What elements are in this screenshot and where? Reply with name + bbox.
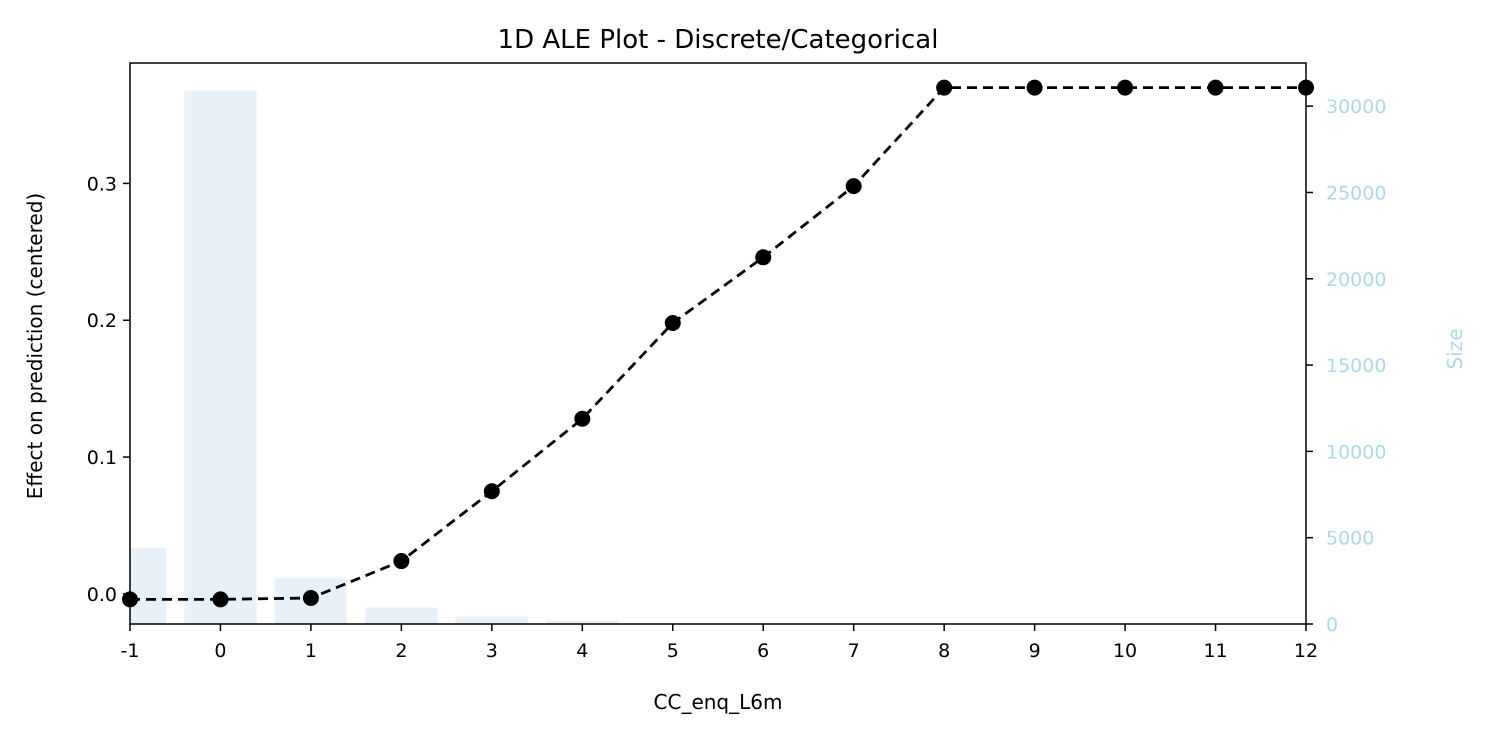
y-axis-right: 0 5000 10000 15000 20000 25000 30000 — [1306, 96, 1386, 636]
ale-point — [755, 249, 772, 266]
y2-tick-label: 30000 — [1326, 96, 1386, 118]
x-tick-label: 4 — [576, 640, 588, 662]
x-tick-label: 11 — [1203, 640, 1227, 662]
x-tick-label: 12 — [1294, 640, 1318, 662]
y2-tick-label: 10000 — [1326, 441, 1386, 463]
size-bar — [130, 548, 167, 624]
y-tick-label: 0.0 — [87, 584, 117, 606]
plot-frame — [129, 62, 1307, 625]
x-axis: -1 0 1 2 3 4 5 6 7 8 9 10 11 12 — [121, 624, 1318, 662]
size-bar — [365, 607, 438, 624]
y-tick-label: 0.3 — [87, 173, 117, 195]
ale-point — [1026, 79, 1043, 96]
ale-point — [483, 483, 500, 500]
x-tick-label: 5 — [667, 640, 679, 662]
ale-point — [1207, 79, 1224, 96]
y2-tick-label: 25000 — [1326, 182, 1386, 204]
ale-point — [212, 591, 229, 608]
x-tick-label: 10 — [1113, 640, 1137, 662]
y-tick-label: 0.1 — [87, 447, 117, 469]
x-tick-label: 9 — [1029, 640, 1041, 662]
x-tick-label: -1 — [121, 640, 140, 662]
x-axis-label: CC_enq_L6m — [654, 690, 783, 714]
ale-line — [130, 86, 1306, 601]
ale-point — [664, 314, 681, 331]
x-tick-label: 8 — [938, 640, 950, 662]
y-axis-label: Effect on prediction (centered) — [23, 193, 47, 499]
ale-series — [122, 79, 1314, 608]
size-bar — [546, 620, 619, 624]
y2-axis-label: Size — [1443, 328, 1467, 369]
chart-title: 1D ALE Plot - Discrete/Categorical — [498, 25, 939, 55]
x-tick-label: 6 — [757, 640, 769, 662]
ale-point — [302, 590, 319, 607]
ale-point — [845, 178, 862, 195]
ale-point — [574, 410, 591, 427]
y-axis-left: 0.0 0.1 0.2 0.3 — [87, 173, 130, 606]
y2-tick-label: 0 — [1326, 614, 1338, 636]
y-tick-label: 0.2 — [87, 310, 117, 332]
size-bars — [130, 90, 619, 624]
ale-point — [1117, 79, 1134, 96]
size-bar — [184, 90, 257, 624]
x-tick-label: 7 — [848, 640, 860, 662]
y2-tick-label: 20000 — [1326, 269, 1386, 291]
y2-tick-label: 5000 — [1326, 528, 1374, 550]
x-tick-label: 0 — [214, 640, 226, 662]
size-bar — [455, 616, 529, 624]
ale-point — [936, 79, 953, 96]
x-tick-label: 2 — [395, 640, 407, 662]
x-tick-label: 1 — [305, 640, 317, 662]
y2-tick-label: 15000 — [1326, 355, 1386, 377]
ale-point — [393, 553, 410, 570]
x-tick-label: 3 — [486, 640, 498, 662]
